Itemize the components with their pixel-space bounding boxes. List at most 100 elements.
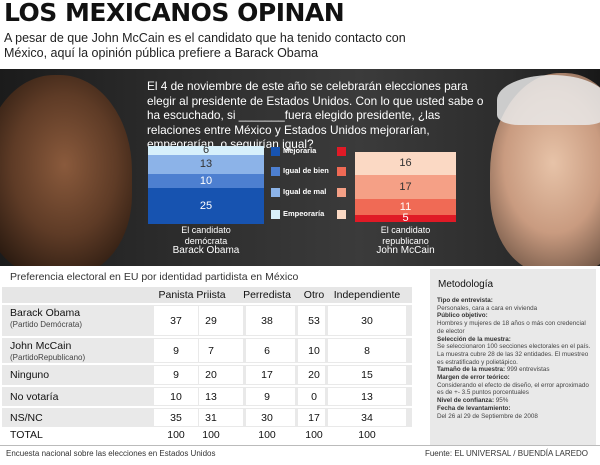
methodology-item-text: Del 26 al 29 de Septiembre de 2008 <box>437 412 538 420</box>
table-cell-bg <box>328 409 406 426</box>
table-cell: 7 <box>208 344 214 357</box>
table-cell-bg <box>298 339 325 362</box>
legend-label: Mejoraría <box>283 146 317 155</box>
table-cell: 6 <box>264 344 270 357</box>
table-cell-bg <box>246 339 295 362</box>
methodology-item: Margen de error teórico: Considerando el… <box>437 374 593 397</box>
table-cell: 30 <box>261 411 273 424</box>
legend-item-igual-de-bien: Igual de bien <box>271 166 351 178</box>
table-cell-bg <box>199 409 243 426</box>
methodology-item-label: Tamaño de la muestra: <box>437 366 506 374</box>
page-title: LOS MEXICANOS OPINAN <box>4 0 345 27</box>
table-cell-bg <box>154 339 198 362</box>
mccain-party-label: El candidato republicano <box>380 225 431 246</box>
table-cell: 13 <box>205 390 217 403</box>
methodology-item-label: Público objetivo: <box>437 312 488 320</box>
row-label: TOTAL <box>10 429 43 441</box>
row-label: John McCain <box>10 340 72 352</box>
table-cell-bg <box>328 366 406 384</box>
mccain-value-label: 5 <box>402 212 409 224</box>
row-label: Barack Obama <box>10 307 81 319</box>
table-cell: 100 <box>202 429 220 441</box>
legend-label: Empeoraría <box>283 209 325 218</box>
table-cell-bg <box>246 306 295 335</box>
obama-value-label: 13 <box>199 158 213 170</box>
table-cell-bg <box>154 366 198 384</box>
footer-source: Fuente: EL UNIVERSAL / BUENDÍA LAREDO <box>424 449 588 458</box>
table-cell: 53 <box>308 314 320 327</box>
preference-table: Panista Priista Perredista Otro Independient… <box>2 287 412 442</box>
table-cell: 34 <box>361 411 373 424</box>
legend-swatch-mccain <box>337 210 346 219</box>
table-cell: 31 <box>205 411 217 424</box>
obama-segment-empeoraría: 6 <box>148 145 264 156</box>
candidates-banner <box>0 69 600 266</box>
table-cell: 35 <box>170 411 182 424</box>
table-cell: 30 <box>361 314 373 327</box>
table-cell: 20 <box>205 369 217 381</box>
table-cell: 100 <box>167 429 185 441</box>
table-cell-bg <box>154 306 198 335</box>
obama-portrait <box>0 75 132 266</box>
methodology-item-text: Hombres y mujeres de 18 años o más con c… <box>437 320 586 335</box>
table-cell-bg <box>154 409 198 426</box>
obama-segment-mejoraría: 25 <box>148 188 264 224</box>
table-cell: 9 <box>173 369 179 381</box>
methodology-item: Público objetivo: Hombres y mujeres de 1… <box>437 312 593 335</box>
legend-swatch-obama <box>271 147 280 156</box>
column-header: Independiente <box>333 289 401 301</box>
legend-item-igual-de-mal: Igual de mal <box>271 187 351 199</box>
methodology-item-label: Tipo de entrevista: <box>437 297 493 304</box>
table-cell: 9 <box>173 344 179 357</box>
column-header: Otro <box>303 289 325 301</box>
obama-value-label: 25 <box>199 200 213 212</box>
obama-caption: El candidato demócrata Barack Obama <box>148 225 264 257</box>
methodology-item-label: Nivel de confianza: <box>437 397 495 405</box>
obama-name: Barack Obama <box>172 245 240 256</box>
mccain-caption: El candidato republicano John McCain <box>355 225 456 257</box>
table-cell: 17 <box>308 411 320 424</box>
legend-swatch-mccain <box>337 167 346 176</box>
methodology-item-label: Fecha de levantamiento: <box>437 404 511 412</box>
table-title: Preferencia electoral en EU por identida… <box>10 271 299 283</box>
obama-party-label: El candidato demócrata <box>181 225 231 246</box>
table-cell-bg <box>199 339 243 362</box>
legend-swatch-obama <box>271 188 280 197</box>
page-subtitle: A pesar de que John McCain es el candida… <box>4 31 406 60</box>
table-cell: 8 <box>364 344 370 357</box>
mccain-segment-igual-de-bien: 11 <box>355 199 456 215</box>
table-cell: 37 <box>170 314 182 327</box>
row-label: NS/NC <box>10 411 43 424</box>
table-cell: 100 <box>258 429 276 441</box>
footer-note: Encuesta nacional sobre las elecciones e… <box>6 449 216 458</box>
table-cell-bg <box>298 306 325 335</box>
table-cell-bg <box>298 409 325 426</box>
table-cell-bg <box>298 366 325 384</box>
mccain-value-label: 11 <box>399 201 412 213</box>
obama-stacked-bar: 6 13 10 25 <box>148 145 264 224</box>
methodology-item-text: Personales, cara a cara en vivienda <box>437 304 538 312</box>
table-cell-bg <box>328 388 406 405</box>
table-cell: 100 <box>358 429 376 441</box>
footer-divider <box>0 445 600 446</box>
legend-item-empeoraria: Empeoraría <box>271 209 351 221</box>
mccain-value-label: 17 <box>399 181 412 193</box>
table-cell-bg <box>298 388 325 405</box>
table-header-row <box>2 287 412 303</box>
row-label: Ninguno <box>10 369 50 381</box>
mccain-segment-empeoraría: 16 <box>355 152 456 175</box>
methodology-title: Metodología <box>438 279 494 290</box>
mccain-segment-igual-de-mal: 17 <box>355 175 456 199</box>
table-cell: 29 <box>205 314 217 327</box>
table-cell: 0 <box>311 390 317 403</box>
methodology-item: Fecha de levantamiento: Del 26 al 29 de … <box>437 405 593 420</box>
table-cell-bg <box>154 388 198 405</box>
methodology-item-text: 95% <box>494 397 509 405</box>
legend-swatch-obama <box>271 167 280 176</box>
methodology-body: Tipo de entrevista: Personales, cara a c… <box>437 297 593 420</box>
table-cell: 17 <box>261 369 273 381</box>
row-sublabel: (Partido Demócrata) <box>10 320 83 329</box>
table-cell: 13 <box>361 390 373 403</box>
table-cell: 38 <box>261 314 273 327</box>
table-cell-bg <box>199 306 243 335</box>
